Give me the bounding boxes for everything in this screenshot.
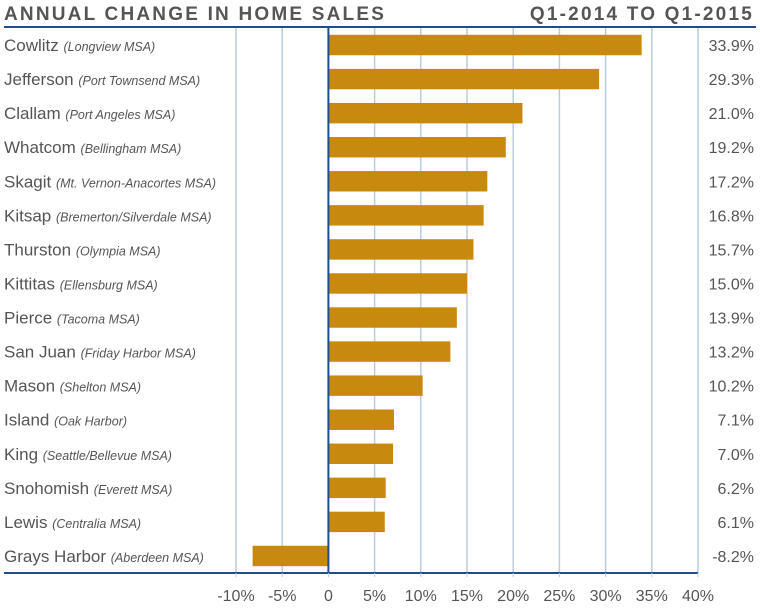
value-label: 21.0% (709, 106, 754, 123)
value-label: 16.8% (709, 208, 754, 225)
category-name: Snohomish (4, 479, 94, 498)
value-label: 10.2% (709, 379, 754, 396)
category-label: Pierce (Tacoma MSA) (4, 309, 140, 328)
category-subtitle: (Tacoma MSA) (57, 313, 140, 327)
category-name: Whatcom (4, 138, 81, 157)
category-subtitle: (Mt. Vernon-Anacortes MSA) (56, 176, 216, 190)
value-label: 6.2% (718, 481, 754, 498)
category-subtitle: (Bellingham MSA) (81, 142, 182, 156)
category-label: Kittitas (Ellensburg MSA) (4, 274, 158, 293)
bar (328, 477, 386, 499)
value-labels: 33.9% 29.3% 21.0% 19.2% 17.2% 16.8% 15.7% 15.0%… (709, 38, 754, 566)
category-label: Island (Oak Harbor) (4, 411, 127, 430)
bar (328, 239, 474, 260)
category-label: Lewis (Centralia MSA) (4, 513, 141, 532)
category-label: Snohomish (Everett MSA) (4, 479, 172, 498)
category-name: Thurston (4, 240, 76, 259)
value-label: 17.2% (709, 174, 754, 191)
x-axis (4, 28, 698, 574)
category-subtitle: (Longview MSA) (64, 40, 156, 54)
x-tick-label: 5% (363, 588, 386, 605)
category-name: Lewis (4, 513, 52, 532)
value-label: 7.1% (718, 413, 754, 430)
value-label: 13.9% (709, 311, 754, 328)
category-label: Skagit (Mt. Vernon-Anacortes MSA) (4, 172, 216, 191)
category-label: San Juan (Friday Harbor MSA) (4, 343, 196, 362)
category-name: Cowlitz (4, 36, 64, 55)
value-label: 7.0% (718, 447, 754, 464)
value-label: 33.9% (709, 38, 754, 55)
category-subtitle: (Seattle/Bellevue MSA) (43, 449, 172, 463)
bar (328, 102, 523, 124)
value-label: 13.2% (709, 345, 754, 362)
category-subtitle: (Centralia MSA) (52, 517, 141, 531)
category-subtitle: (Oak Harbor) (54, 415, 127, 429)
bar (328, 443, 394, 464)
category-subtitle: (Bremerton/Silverdale MSA) (56, 210, 212, 224)
category-label: Thurston (Olympia MSA) (4, 240, 161, 259)
bar (328, 68, 600, 90)
bar (328, 137, 506, 158)
category-name: King (4, 445, 43, 464)
category-label: Grays Harbor (Aberdeen MSA) (4, 547, 204, 566)
bar (328, 375, 423, 396)
category-subtitle: (Aberdeen MSA) (111, 551, 204, 565)
bars (252, 34, 642, 567)
category-name: Kitsap (4, 206, 56, 225)
category-name: Kittitas (4, 274, 60, 293)
bar (252, 545, 329, 567)
x-tick-label: 0 (324, 588, 333, 605)
category-subtitle: (Port Angeles MSA) (65, 108, 175, 122)
category-label: Jefferson (Port Townsend MSA) (4, 70, 200, 89)
category-label: Whatcom (Bellingham MSA) (4, 138, 181, 157)
x-tick-label: 35% (636, 588, 668, 605)
value-label: 15.0% (709, 276, 754, 293)
x-tick-label: 40% (682, 588, 714, 605)
category-name: Pierce (4, 309, 57, 328)
x-tick-label: 30% (590, 588, 622, 605)
value-label: 6.1% (718, 515, 754, 532)
x-tick-label: 25% (543, 588, 575, 605)
bar (328, 307, 457, 328)
x-tick-label: -5% (268, 588, 296, 605)
x-tick-label: 15% (451, 588, 483, 605)
value-label: 15.7% (709, 242, 754, 259)
category-subtitle: (Ellensburg MSA) (60, 278, 158, 292)
category-label: King (Seattle/Bellevue MSA) (4, 445, 172, 464)
value-label: -8.2% (712, 549, 754, 566)
category-label: Cowlitz (Longview MSA) (4, 36, 155, 55)
chart-subtitle: Q1-2014 TO Q1-2015 (530, 4, 754, 25)
x-tick-labels: -10% -5% 0 5% 10% 15% 20% 25% 30% 35% 40% (217, 573, 714, 605)
x-tick-label: 20% (497, 588, 529, 605)
category-name: Mason (4, 377, 60, 396)
category-subtitle: (Everett MSA) (94, 483, 173, 497)
category-name: Grays Harbor (4, 547, 111, 566)
category-subtitle: (Olympia MSA) (76, 244, 161, 258)
category-name: Clallam (4, 104, 65, 123)
category-name: San Juan (4, 343, 81, 362)
category-subtitle: (Shelton MSA) (60, 381, 141, 395)
category-label: Kitsap (Bremerton/Silverdale MSA) (4, 206, 212, 225)
category-label: Clallam (Port Angeles MSA) (4, 104, 175, 123)
value-label: 29.3% (709, 72, 754, 89)
bar (328, 273, 467, 294)
bar (328, 205, 484, 226)
bar (328, 34, 642, 56)
value-label: 19.2% (709, 140, 754, 157)
category-subtitle: (Port Townsend MSA) (78, 74, 200, 88)
chart-title: ANNUAL CHANGE IN HOME SALES (4, 4, 386, 25)
x-tick-label: 10% (405, 588, 437, 605)
x-tick-label: -10% (217, 588, 254, 605)
bar (328, 511, 385, 533)
category-labels: Cowlitz (Longview MSA) Jefferson (Port To… (4, 36, 216, 566)
category-name: Jefferson (4, 70, 78, 89)
bar (328, 341, 451, 362)
category-subtitle: (Friday Harbor MSA) (81, 347, 196, 361)
bar (328, 171, 488, 192)
category-name: Skagit (4, 172, 56, 191)
category-name: Island (4, 411, 54, 430)
bar (328, 409, 395, 430)
category-label: Mason (Shelton MSA) (4, 377, 141, 396)
